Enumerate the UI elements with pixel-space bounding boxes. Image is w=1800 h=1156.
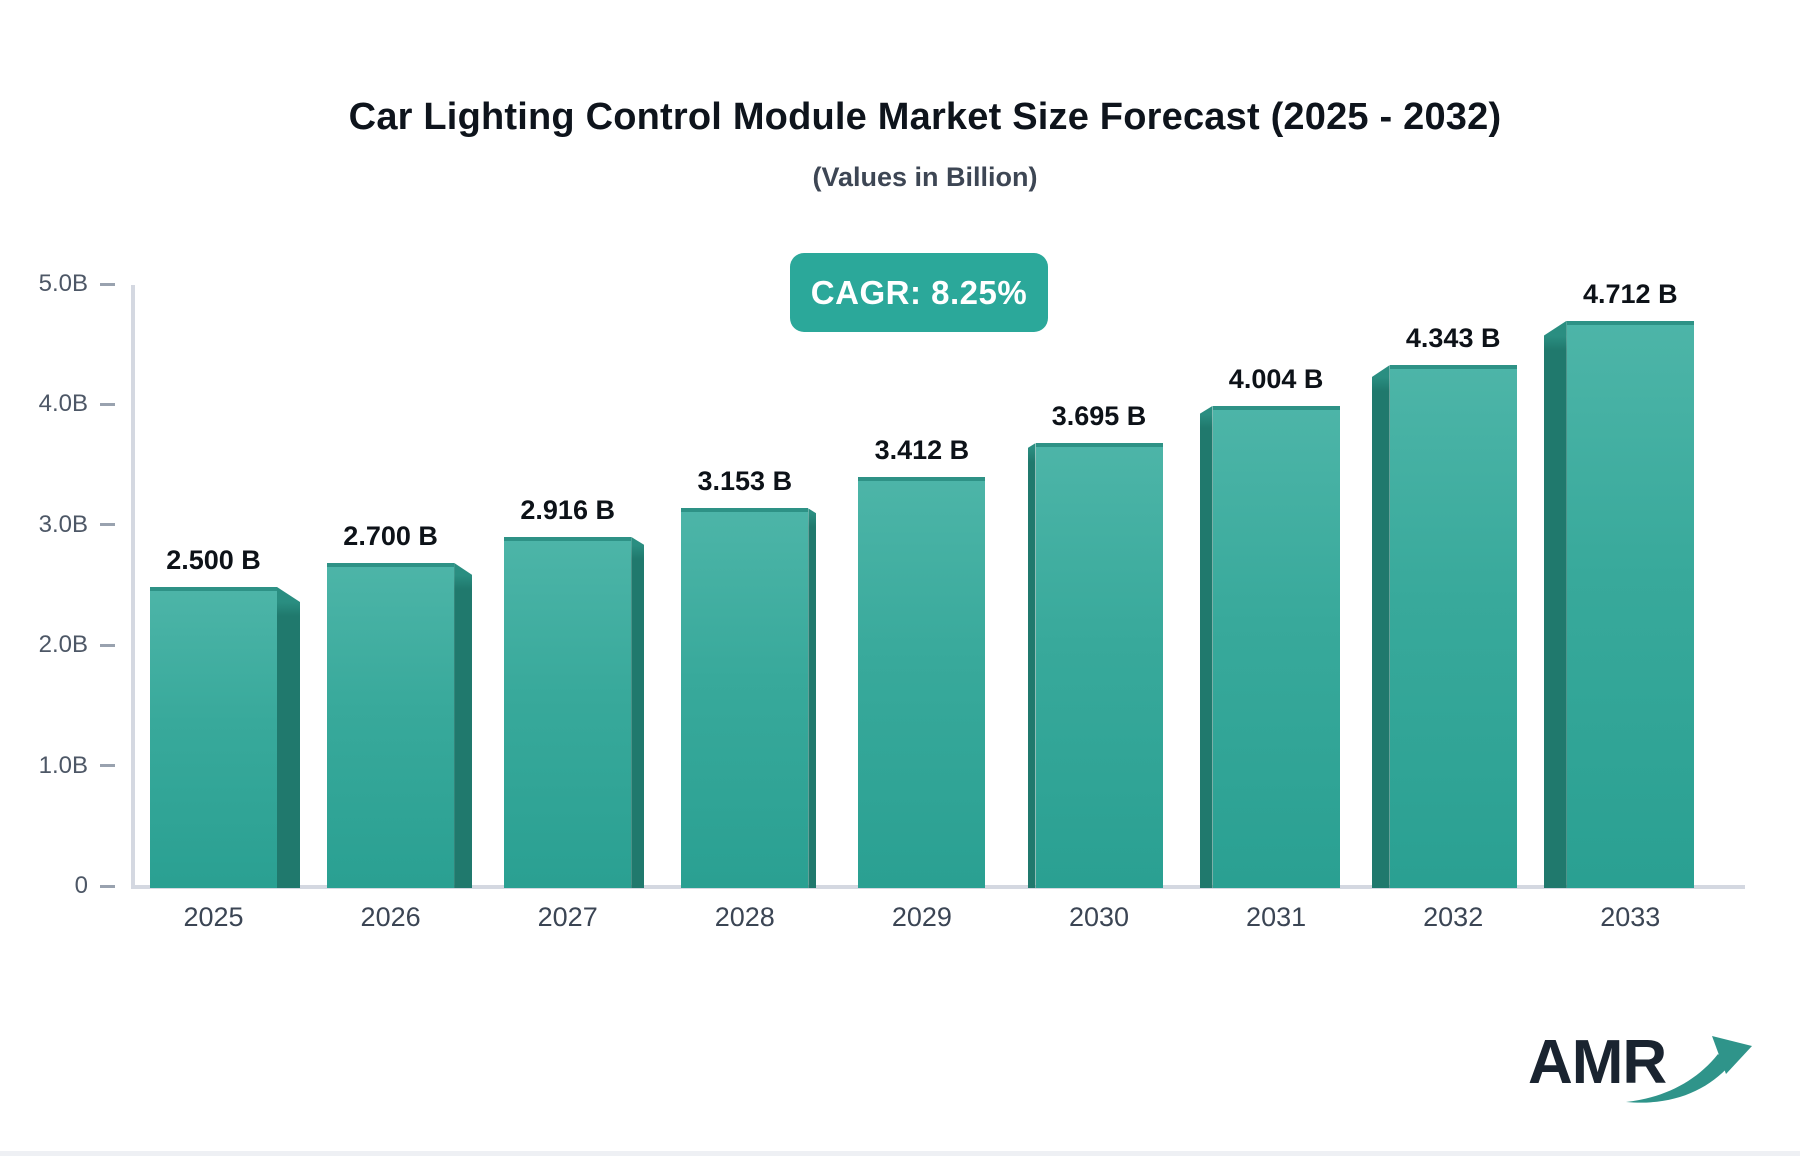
bar-side-face (454, 562, 473, 888)
bar-2027 (504, 536, 632, 888)
y-axis-label: 3.0B (38, 510, 88, 538)
bar-value-label: 2.700 B (343, 520, 438, 551)
cagr-badge: CAGR: 8.25% (790, 253, 1048, 332)
bar-top-edge (681, 508, 809, 513)
chart-title: Car Lighting Control Module Market Size … (348, 96, 1502, 138)
bar-2026 (327, 562, 455, 888)
bar-top-edge (150, 587, 277, 591)
brand-logo-text: AMR (1528, 1028, 1667, 1097)
x-axis-label-2025: 2025 (183, 902, 244, 932)
y-tick-mark (100, 282, 115, 286)
bar-top-edge (1035, 443, 1163, 448)
bar-side-face (808, 508, 817, 888)
x-axis-label-2030: 2030 (1068, 902, 1130, 932)
bar-value-label: 4.343 B (1405, 323, 1501, 354)
bar-2028 (681, 508, 809, 888)
x-axis-label-2033: 2033 (1600, 902, 1661, 932)
bar-value-label: 3.153 B (697, 466, 793, 497)
chart-subtitle: (Values in Billion) (812, 162, 1038, 192)
y-axis-line (131, 285, 135, 889)
y-tick-mark (100, 643, 115, 647)
bar-2033 (1566, 320, 1694, 888)
x-axis-label-2031: 2031 (1246, 902, 1307, 932)
bar-2031 (1212, 405, 1340, 888)
bar-side-face (1543, 320, 1567, 888)
x-axis-label-2032: 2032 (1423, 902, 1484, 932)
x-axis-label-2026: 2026 (360, 902, 421, 932)
bar-top-edge (504, 536, 632, 541)
bar-side-face (1371, 365, 1390, 888)
bar-value-label: 3.695 B (1051, 401, 1147, 432)
bar-side-face (1199, 405, 1213, 888)
bar-2025 (150, 587, 277, 888)
bar-side-face (1027, 443, 1036, 888)
bar-top-edge (327, 562, 455, 567)
x-axis-label-2028: 2028 (714, 902, 775, 932)
bar-top-edge (858, 477, 986, 482)
bar-side-face (277, 587, 300, 888)
cagr-badge-label: CAGR: 8.25% (810, 273, 1028, 311)
bar-2029 (858, 477, 986, 888)
y-axis-label: 0 (74, 872, 88, 899)
y-tick-mark (100, 523, 115, 527)
y-axis-label: 5.0B (38, 270, 88, 297)
bar-side-face (631, 536, 645, 888)
bar-2032 (1389, 365, 1517, 888)
trend-up-arrow-icon (1626, 1036, 1752, 1103)
bar-value-label: 3.412 B (874, 435, 970, 466)
y-tick-mark (100, 764, 115, 768)
bar-2030 (1035, 443, 1163, 888)
bar-value-label: 2.916 B (520, 494, 615, 525)
x-axis-label-2027: 2027 (537, 902, 598, 932)
y-axis-label: 4.0B (38, 390, 88, 418)
x-axis-label-2029: 2029 (891, 902, 952, 932)
bar-value-label: 2.500 B (166, 545, 261, 575)
y-axis-label: 1.0B (38, 751, 88, 779)
bar-top-edge (1566, 320, 1694, 325)
y-tick-mark (100, 402, 115, 406)
bar-top-edge (1389, 365, 1517, 370)
bar-value-label: 4.004 B (1228, 363, 1324, 394)
bar-top-edge (1212, 405, 1340, 410)
brand-logo: AMR (1528, 1022, 1752, 1112)
y-axis-label: 2.0B (38, 631, 88, 659)
y-tick-mark (100, 884, 115, 888)
bar-value-label: 4.712 B (1583, 278, 1678, 309)
